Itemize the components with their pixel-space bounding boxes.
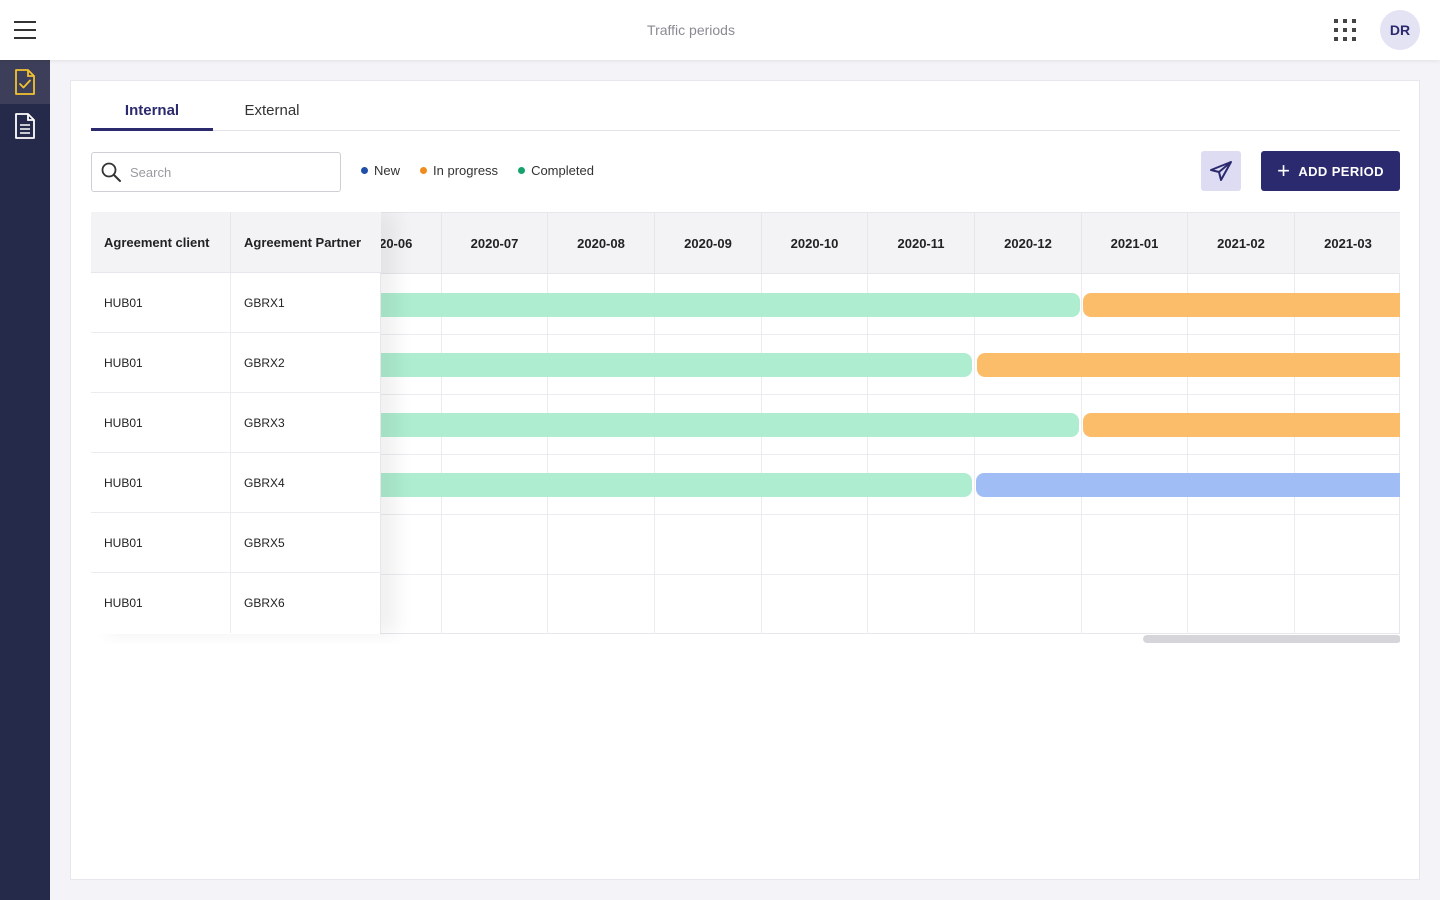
month-header: 2020-08 (547, 213, 654, 274)
period-bar-completed[interactable] (352, 293, 1080, 317)
row-line (92, 454, 1400, 455)
document-icon (15, 113, 35, 139)
row-line (92, 334, 1400, 335)
cell-client: HUB01 (91, 333, 231, 393)
tab-internal[interactable]: Internal (91, 99, 213, 131)
status-legend: New In progress Completed (361, 163, 614, 178)
menu-icon[interactable] (14, 20, 36, 40)
sidebar (0, 60, 50, 900)
row-line (92, 514, 1400, 515)
frozen-columns: Agreement client Agreement Partner HUB01… (91, 212, 381, 634)
sidebar-item-traffic-periods[interactable] (0, 60, 50, 104)
period-bar-in-progress[interactable] (1083, 293, 1400, 317)
horizontal-scrollbar[interactable] (1143, 635, 1400, 643)
row-line (92, 394, 1400, 395)
cell-partner: GBRX6 (244, 596, 285, 610)
period-bar-completed[interactable] (352, 473, 972, 497)
row-line (92, 574, 1400, 575)
add-period-label: ADD PERIOD (1298, 163, 1384, 179)
table-row[interactable]: HUB01 GBRX2 (91, 333, 381, 393)
cell-partner: GBRX3 (244, 416, 285, 430)
search-box (91, 152, 341, 192)
cell-partner: GBRX5 (244, 536, 285, 550)
table-row[interactable]: HUB01 GBRX3 (91, 393, 381, 453)
cell-client: HUB01 (91, 453, 231, 513)
period-bar-new[interactable] (976, 473, 1400, 497)
cell-client: HUB01 (91, 573, 231, 633)
month-header: 2020-07 (441, 213, 547, 274)
page-title: Traffic periods (647, 22, 735, 38)
legend-dot-completed (518, 167, 526, 174)
legend-in-progress: In progress (420, 163, 498, 178)
avatar[interactable]: DR (1380, 10, 1420, 50)
column-header-agreement-client[interactable]: Agreement client (91, 212, 231, 273)
table-row[interactable]: HUB01 GBRX1 (91, 273, 381, 333)
cell-partner: GBRX2 (244, 356, 285, 370)
periods-table: 2020-06 2020-07 2020-08 2020-09 2020-10 … (91, 212, 1400, 644)
month-header: 2020-11 (867, 213, 974, 274)
month-header: 2020-09 (654, 213, 761, 274)
table-row[interactable]: HUB01 GBRX6 (91, 573, 381, 633)
send-icon (1210, 161, 1232, 181)
add-period-button[interactable]: + ADD PERIOD (1261, 151, 1400, 191)
file-check-icon (15, 69, 35, 95)
sidebar-item-documents[interactable] (0, 104, 50, 148)
month-header: 2021-03 (1294, 213, 1400, 274)
month-header: 2020-10 (761, 213, 867, 274)
tabs: Internal External (91, 99, 1400, 131)
plus-icon: + (1277, 158, 1291, 183)
tab-external[interactable]: External (244, 102, 300, 119)
month-header: 2020-12 (974, 213, 1081, 274)
cell-client: HUB01 (91, 273, 231, 333)
month-header: 2021-02 (1187, 213, 1294, 274)
period-bar-completed[interactable] (352, 413, 1079, 437)
legend-label-completed: Completed (531, 163, 594, 178)
main-card: Internal External New In progress Comple… (70, 80, 1420, 880)
apps-grid-icon[interactable] (1334, 19, 1356, 41)
send-button[interactable] (1201, 151, 1241, 191)
search-input[interactable] (130, 164, 330, 180)
legend-label-in-progress: In progress (433, 163, 499, 178)
column-header-agreement-partner[interactable]: Agreement Partner (231, 212, 381, 273)
table-row[interactable]: HUB01 GBRX4 (91, 453, 381, 513)
month-header: 2021-01 (1081, 213, 1187, 274)
cell-client: HUB01 (91, 513, 231, 573)
period-bar-completed[interactable] (352, 353, 972, 377)
top-bar: Traffic periods DR (0, 0, 1440, 60)
cell-partner: GBRX1 (244, 296, 285, 310)
legend-new: New (361, 163, 400, 178)
cell-client: HUB01 (91, 393, 231, 453)
legend-completed: Completed (518, 163, 594, 178)
search-icon (101, 162, 121, 182)
table-row[interactable]: HUB01 GBRX5 (91, 513, 381, 573)
legend-dot-new (361, 167, 368, 174)
cell-partner: GBRX4 (244, 476, 285, 490)
period-bar-in-progress[interactable] (1083, 413, 1400, 437)
legend-dot-in-progress (420, 167, 428, 174)
period-bar-in-progress[interactable] (977, 353, 1400, 377)
legend-label-new: New (374, 163, 401, 178)
